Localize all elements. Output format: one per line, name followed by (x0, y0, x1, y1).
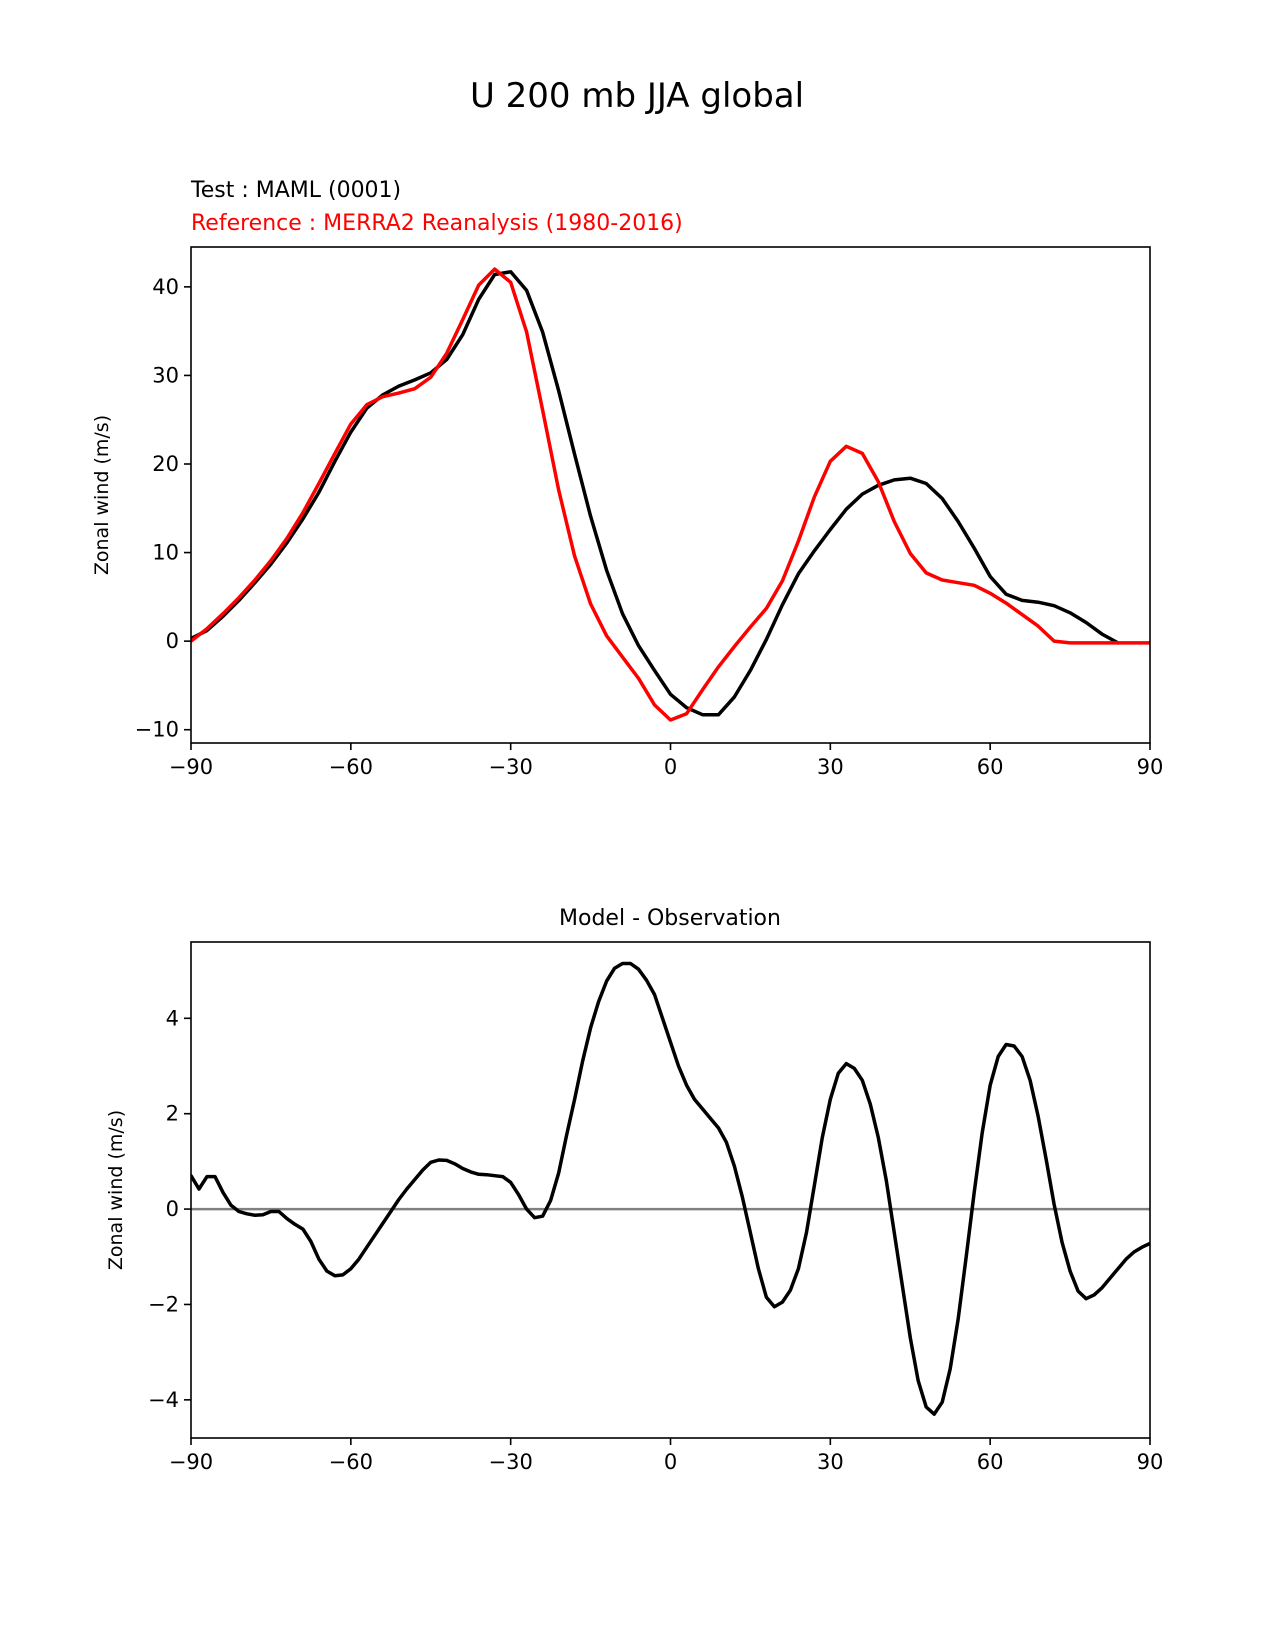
y-tick-label: 0 (166, 1197, 179, 1221)
difference-plot: −90 −60 −30 0 30 60 90 −4 −2 0 2 4 Zonal wind (m/s) (105, 941, 1164, 1474)
reference-label: Reference : MERRA2 Reanalysis (1980-2016… (191, 211, 683, 236)
y-tick-label: −4 (148, 1388, 179, 1412)
series-line-model-observation (191, 961, 1150, 1416)
x-tick-label: −90 (169, 1450, 213, 1474)
y-tick-label: 0 (166, 629, 179, 653)
x-tick-label: 30 (817, 1450, 844, 1474)
series-line-test (191, 270, 1120, 717)
y-tick-label: 4 (166, 1006, 179, 1030)
x-tick-label: 90 (1137, 755, 1164, 779)
x-tick-label: −30 (489, 1450, 533, 1474)
y-axis-label: Zonal wind (m/s) (91, 415, 113, 575)
axes-frame (190, 941, 1151, 1439)
y-axis-label: Zonal wind (m/s) (105, 1110, 127, 1270)
test-label: Test : MAML (0001) (190, 178, 401, 203)
diff-title: Model - Observation (559, 906, 781, 931)
y-tick-label: 2 (166, 1102, 179, 1126)
y-tick-label: 10 (152, 541, 179, 565)
x-tick-label: 60 (977, 755, 1004, 779)
x-tick-label: 0 (664, 1450, 677, 1474)
x-tick-label: −60 (329, 755, 373, 779)
x-tick-label: −90 (169, 755, 213, 779)
y-tick-label: −2 (148, 1292, 179, 1316)
top-plot: −90 −60 −30 0 30 60 90 −10 0 10 20 30 40 Zonal wind (… (91, 246, 1164, 779)
x-tick-label: −60 (329, 1450, 373, 1474)
x-tick-label: −30 (489, 755, 533, 779)
x-tick-label: 60 (977, 1450, 1004, 1474)
axes-frame (190, 246, 1151, 744)
y-tick-label: −10 (135, 718, 179, 742)
x-tick-label: 90 (1137, 1450, 1164, 1474)
y-tick-label: 30 (152, 363, 179, 387)
x-tick-label: 30 (817, 755, 844, 779)
y-tick-label: 40 (152, 275, 179, 299)
y-tick-label: 20 (152, 452, 179, 476)
x-tick-label: 0 (664, 755, 677, 779)
figure-title: U 200 mb JJA global (470, 76, 804, 116)
series-line-reference (191, 267, 1150, 722)
